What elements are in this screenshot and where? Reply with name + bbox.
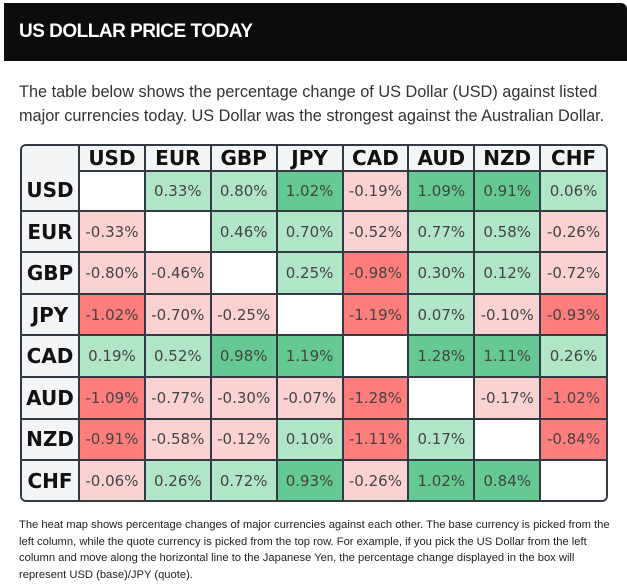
heatmap-cell: 0.30% [407, 251, 476, 295]
heatmap-header-row: USD EUR GBP JPY CAD AUD NZD CHF [22, 146, 606, 171]
base-currency-header-jpy: JPY [22, 292, 80, 337]
base-currency-header-aud: AUD [22, 375, 80, 420]
heatmap-cell: -1.11% [341, 417, 410, 462]
currency-heatmap: USD EUR GBP JPY CAD AUD NZD CHF USD 0.33% 0.80% 1.… [20, 144, 608, 502]
base-currency-header-eur: EUR [22, 209, 80, 254]
quote-currency-header-nzd: NZD [473, 146, 542, 171]
heatmap-cell: -1.02% [539, 375, 606, 420]
heatmap-cell: -0.84% [539, 417, 606, 462]
base-currency-header-nzd: NZD [22, 417, 80, 462]
heatmap-cell: -1.02% [78, 292, 146, 337]
heatmap-row-cad: CAD 0.19% 0.52% 0.98% 1.19% 1.28% 1.11% 0.26% [22, 334, 606, 378]
heatmap-row-gbp: GBP -0.80% -0.46% 0.25% -0.98% 0.30% 0.12% -0.7… [22, 251, 606, 295]
heatmap-cell: -0.77% [143, 375, 212, 420]
quote-currency-header-eur: EUR [143, 146, 212, 171]
heatmap-row-usd: USD 0.33% 0.80% 1.02% -0.19% 1.09% 0.91% 0.06% [22, 170, 606, 212]
heatmap-cell: -1.28% [341, 375, 410, 420]
quote-currency-header-aud: AUD [407, 146, 476, 171]
page-header: US DOLLAR PRICE TODAY [4, 3, 627, 61]
heatmap-cell: -1.19% [341, 292, 410, 337]
heatmap-cell: 0.19% [78, 334, 146, 378]
heatmap-cell: 1.28% [407, 334, 476, 378]
heatmap-row-chf: CHF -0.06% 0.26% 0.72% 0.93% -0.26% 1.02% 0.84% [22, 459, 606, 500]
heatmap-cell: -0.12% [209, 417, 278, 462]
heatmap-cell: -1.09% [78, 375, 146, 420]
heatmap-cell: -0.07% [275, 375, 344, 420]
heatmap-cell: 1.11% [473, 334, 542, 378]
heatmap-cell: -0.25% [209, 292, 278, 337]
heatmap-cell: -0.33% [78, 209, 146, 254]
heatmap-cell: -0.72% [539, 251, 606, 295]
heatmap-cell: 0.72% [209, 459, 278, 500]
heatmap-cell [539, 459, 606, 500]
heatmap-cell [78, 170, 146, 212]
heatmap-cell: 0.52% [143, 334, 212, 378]
heatmap-cell [275, 292, 344, 337]
heatmap-cell: -0.06% [78, 459, 146, 500]
heatmap-cell: 0.17% [407, 417, 476, 462]
heatmap-cell: 0.46% [209, 209, 278, 254]
heatmap-cell [341, 334, 410, 378]
heatmap-cell: -0.98% [341, 251, 410, 295]
heatmap-cell: -0.70% [143, 292, 212, 337]
heatmap-cell: 1.02% [407, 459, 476, 500]
heatmap-row-aud: AUD -1.09% -0.77% -0.30% -0.07% -1.28% -0.17% -… [22, 375, 606, 420]
heatmap-cell: 1.19% [275, 334, 344, 378]
heatmap-cell: 0.93% [275, 459, 344, 500]
heatmap-table: USD EUR GBP JPY CAD AUD NZD CHF USD 0.33% 0.80% 1.… [22, 146, 606, 500]
heatmap-cell: -0.80% [78, 251, 146, 295]
heatmap-cell: 0.26% [143, 459, 212, 500]
heatmap-cell: -0.10% [473, 292, 542, 337]
heatmap-cell: 0.07% [407, 292, 476, 337]
intro-text: The table below shows the percentage cha… [19, 83, 605, 125]
quote-currency-header-usd: USD [78, 146, 146, 171]
heatmap-cell: -0.30% [209, 375, 278, 420]
heatmap-cell: 1.09% [407, 170, 476, 212]
base-currency-header-cad: CAD [22, 334, 80, 378]
heatmap-cell [407, 375, 476, 420]
heatmap-row-nzd: NZD -0.91% -0.58% -0.12% 0.10% -1.11% 0.17% -0.… [22, 417, 606, 462]
heatmap-cell: -0.17% [473, 375, 542, 420]
heatmap-row-eur: EUR -0.33% 0.46% 0.70% -0.52% 0.77% 0.58% -0.26… [22, 209, 606, 254]
heatmap-cell [473, 417, 542, 462]
heatmap-cell: 0.70% [275, 209, 344, 254]
heatmap-cell: -0.58% [143, 417, 212, 462]
heatmap-cell: 0.26% [539, 334, 606, 378]
heatmap-cell: -0.26% [341, 459, 410, 500]
quote-currency-header-gbp: GBP [209, 146, 278, 171]
heatmap-cell: 0.98% [209, 334, 278, 378]
base-currency-header-gbp: GBP [22, 251, 80, 295]
heatmap-cell: 0.77% [407, 209, 476, 254]
heatmap-cell: 0.33% [143, 170, 212, 212]
heatmap-cell: -0.26% [539, 209, 606, 254]
heatmap-cell: 1.02% [275, 170, 344, 212]
heatmap-cell: 0.06% [539, 170, 606, 212]
heatmap-corner [22, 146, 80, 171]
footnote-text: The heat map shows percentage changes of… [19, 519, 610, 581]
page-title: US DOLLAR PRICE TODAY [19, 21, 253, 42]
heatmap-cell: 0.80% [209, 170, 278, 212]
heatmap-row-jpy: JPY -1.02% -0.70% -0.25% -1.19% 0.07% -0.10% -0… [22, 292, 606, 337]
quote-currency-header-jpy: JPY [275, 146, 344, 171]
heatmap-cell: 0.84% [473, 459, 542, 500]
base-currency-header-usd: USD [22, 171, 80, 212]
base-currency-header-chf: CHF [22, 459, 80, 500]
heatmap-cell: -0.93% [539, 292, 606, 337]
heatmap-cell: -0.91% [78, 417, 146, 462]
heatmap-cell: 0.58% [473, 209, 542, 254]
heatmap-cell [209, 251, 278, 295]
heatmap-cell: 0.10% [275, 417, 344, 462]
heatmap-cell: 0.91% [473, 170, 542, 212]
quote-currency-header-cad: CAD [341, 146, 410, 171]
heatmap-cell: -0.19% [341, 170, 410, 212]
heatmap-cell [143, 209, 212, 254]
heatmap-cell: -0.46% [143, 251, 212, 295]
quote-currency-header-chf: CHF [539, 146, 606, 171]
heatmap-cell: 0.12% [473, 251, 542, 295]
heatmap-cell: 0.25% [275, 251, 344, 295]
heatmap-cell: -0.52% [341, 209, 410, 254]
